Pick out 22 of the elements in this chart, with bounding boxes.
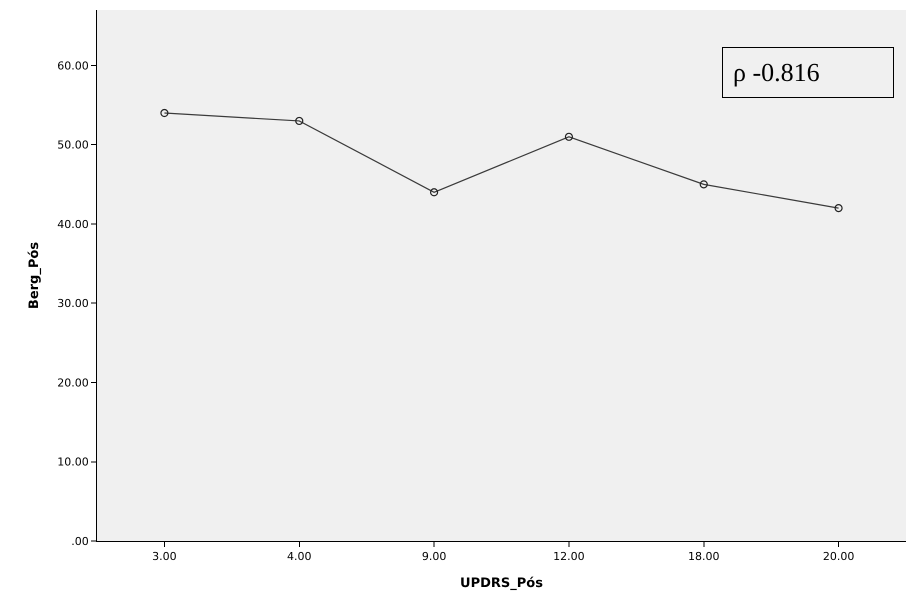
x-tick-label: 18.00 [688,550,720,564]
point [564,132,574,141]
y-tick-label: 20.00 [57,376,89,390]
y-tick-label: .00 [71,534,89,548]
y-tick-label: 60.00 [57,59,89,72]
annotation: ρ -0.816 [733,58,820,87]
y-axis-title: Berg_Pós [27,242,42,310]
x-tick-label: 20.00 [822,550,854,564]
point [295,116,304,126]
point [834,204,843,212]
x-tick-label: 12.00 [553,550,585,564]
point [160,108,169,118]
y-tick-label: 30.00 [57,297,89,310]
x-tick-label: 3.00 [152,550,177,564]
y-tick-label: 50.00 [57,138,89,152]
point [430,188,438,196]
x-axis-title: UPDRS_Pós [460,576,544,591]
y-tick-label: 40.00 [57,218,89,231]
y-tick-label: 10.00 [57,456,89,469]
x-tick-label: 4.00 [287,550,312,564]
point [700,180,708,188]
x-tick-label: 9.00 [422,550,446,564]
